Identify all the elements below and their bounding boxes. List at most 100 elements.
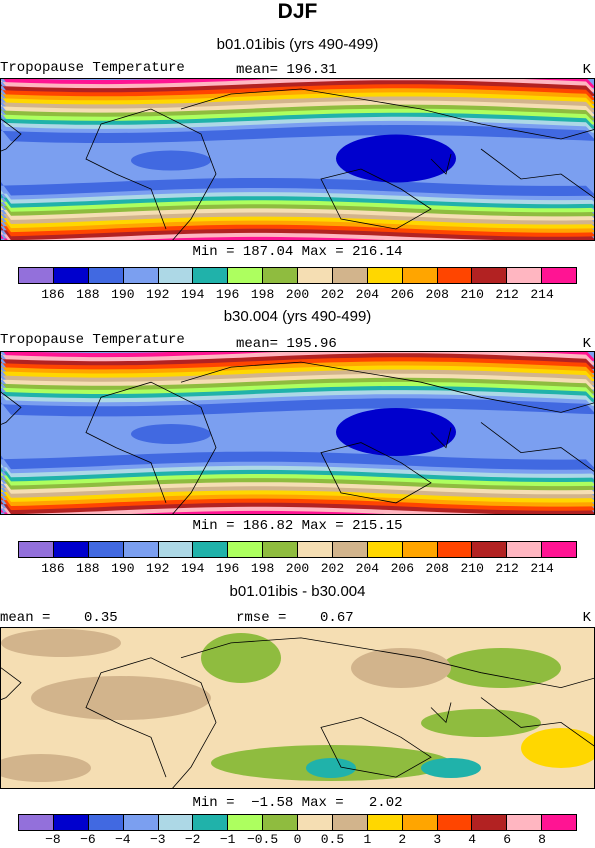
colorbar-swatch xyxy=(88,815,124,830)
colorbar-tick-label: 208 xyxy=(425,287,449,302)
colorbar-tick-label: 212 xyxy=(495,287,519,302)
panel-1-map xyxy=(0,78,595,241)
coastline xyxy=(100,381,217,514)
coastline xyxy=(100,108,217,240)
colorbar-tick-label: 204 xyxy=(355,287,380,302)
difference-region xyxy=(441,648,561,688)
coastline xyxy=(320,168,432,230)
cold-core xyxy=(336,134,456,183)
panel-3-colorbar-ticks: −8 −6 −4 −3 −2 −1 −0.5 0 0.5 1 2 3 4 6 8 xyxy=(18,832,577,848)
colorbar-swatch xyxy=(507,815,543,830)
colorbar-swatch xyxy=(542,268,576,283)
panel-1-colorbar-ticks: 186 188 190 192 194 196 198 200 202 204 206 208 210 2… xyxy=(18,287,577,303)
colorbar-swatch xyxy=(332,268,368,283)
colorbar-tick-label: 3 xyxy=(433,832,442,847)
colorbar-tick-label: 202 xyxy=(320,287,345,302)
cold-region xyxy=(131,424,211,444)
colorbar-tick-label: 192 xyxy=(146,561,170,576)
coastline xyxy=(1,391,22,425)
coastline xyxy=(480,148,594,199)
colorbar-swatch xyxy=(472,815,508,830)
panel-3-mean-label: mean = 0.35 xyxy=(0,610,118,626)
colorbar-tick-label: 190 xyxy=(111,561,135,576)
coastline xyxy=(85,672,167,778)
colorbar-swatch xyxy=(263,268,298,283)
panel-2-minmax: Min = 186.82 Max = 215.15 xyxy=(192,518,403,534)
colorbar-swatch xyxy=(158,268,194,283)
coastline xyxy=(180,88,594,140)
difference-region xyxy=(521,728,594,768)
panel-3-colorbar xyxy=(18,814,577,831)
panel-1-minmax: Min = 187.04 Max = 216.14 xyxy=(192,244,403,260)
colorbar-tick-label: −1 xyxy=(219,832,236,847)
colorbar-swatch xyxy=(123,815,159,830)
panel-1-variable-label: Tropopause Temperature xyxy=(0,60,185,76)
coastline xyxy=(100,657,217,788)
colorbar-tick-label: 204 xyxy=(355,561,380,576)
colorbar-swatch xyxy=(193,815,229,830)
colorbar-swatch xyxy=(402,268,438,283)
colorbar-swatch xyxy=(263,815,298,830)
difference-region xyxy=(421,709,541,737)
colorbar-tick-label: 198 xyxy=(250,287,275,302)
coastlines xyxy=(1,637,594,788)
coastline xyxy=(430,153,452,175)
colorbar-swatch xyxy=(193,542,229,557)
colorbar-swatch xyxy=(228,542,264,557)
panel-3-title: b01.01ibis - b30.004 xyxy=(229,583,366,600)
panel-2-colorbar-ticks: 186 188 190 192 194 196 198 200 202 204 206 208 210 2… xyxy=(18,561,577,577)
colorbar-tick-label: 0 xyxy=(293,832,302,847)
colorbar-tick-label: 196 xyxy=(215,287,240,302)
panel-2-units-label: K xyxy=(582,336,591,352)
colorbar-swatch xyxy=(158,542,194,557)
difference-region xyxy=(31,676,211,720)
colorbar-swatch xyxy=(472,542,508,557)
colorbar-tick-label: 196 xyxy=(215,561,240,576)
colorbar-swatch xyxy=(88,542,124,557)
difference-region xyxy=(306,758,356,778)
colorbar-tick-label: −6 xyxy=(80,832,96,847)
colorbar-swatch xyxy=(507,542,543,557)
page-title: DJF xyxy=(277,0,318,23)
colorbar-swatch xyxy=(367,268,403,283)
panel-2-colorbar xyxy=(18,541,577,558)
colorbar-swatch xyxy=(53,815,89,830)
colorbar-swatch xyxy=(472,268,508,283)
panel-3-map xyxy=(0,627,595,789)
panel-1-title: b01.01ibis (yrs 490-499) xyxy=(216,36,379,53)
colorbar-swatch xyxy=(53,542,89,557)
panel-2-mean-label: mean= 195.96 xyxy=(236,336,337,352)
difference-region xyxy=(1,754,91,782)
coastline xyxy=(480,422,594,472)
colorbar-tick-label: 186 xyxy=(41,287,65,302)
colorbar-tick-label: 194 xyxy=(180,287,205,302)
cold-region xyxy=(131,150,211,171)
colorbar-tick-label: 206 xyxy=(390,561,415,576)
colorbar-swatch xyxy=(123,268,159,283)
colorbar-swatch xyxy=(228,268,264,283)
colorbar-tick-label: 186 xyxy=(41,561,65,576)
colorbar-tick-label: 214 xyxy=(530,561,554,576)
temperature-band xyxy=(1,451,594,470)
colorbar-tick-label: 6 xyxy=(503,832,512,847)
colorbar-swatch xyxy=(263,542,298,557)
panel-3-minmax: Min = −1.58 Max = 2.02 xyxy=(192,795,403,811)
colorbar-swatch xyxy=(193,268,229,283)
colorbar-swatch xyxy=(19,268,54,283)
colorbar-swatch xyxy=(19,542,54,557)
colorbar-tick-label: 202 xyxy=(320,561,345,576)
colorbar-swatch xyxy=(298,268,333,283)
colorbar-tick-label: 208 xyxy=(425,561,449,576)
colorbar-tick-label: 198 xyxy=(250,561,275,576)
colorbar-swatch xyxy=(437,542,473,557)
colorbar-swatch xyxy=(367,542,403,557)
colorbar-tick-label: 188 xyxy=(76,561,100,576)
colorbar-swatch xyxy=(402,815,438,830)
temperature-band xyxy=(1,398,594,417)
difference-region xyxy=(351,648,451,688)
colorbar-tick-label: 200 xyxy=(285,561,310,576)
coastline xyxy=(180,361,594,413)
coastline xyxy=(85,397,167,504)
colorbar-swatch xyxy=(437,268,473,283)
temperature-band xyxy=(1,125,594,143)
